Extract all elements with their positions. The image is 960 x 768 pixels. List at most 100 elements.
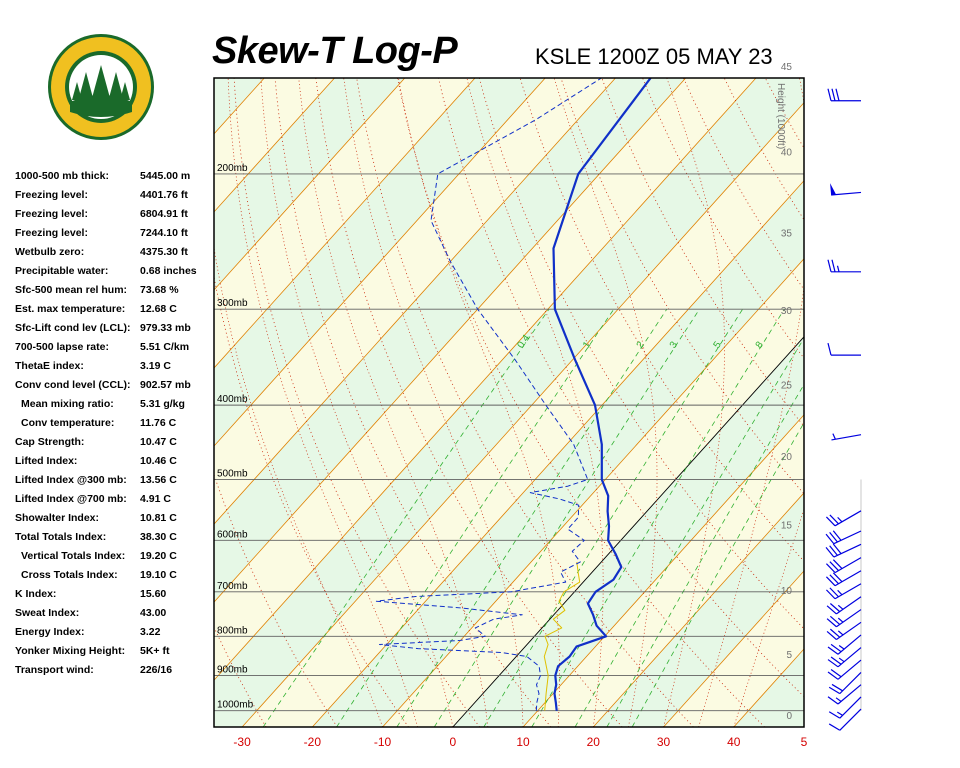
pressure-label: 700mb [217,581,248,592]
index-row: Freezing level: 4401.76 ft [15,189,215,208]
isotherm-line [663,570,804,727]
index-label: Sfc-500 mean rel hum: [15,284,128,296]
height-tick-label: 0 [786,711,792,722]
index-row: K Index: 15.60 [15,588,215,607]
index-row: Conv cond level (CCL): 902.57 mb [15,379,215,398]
index-label: Freezing level: [15,189,88,201]
plot-border [213,77,805,728]
wind-barb [828,696,862,719]
index-row: Mean mixing ratio: 5.31 g/kg [15,398,215,417]
temperature-tick-label: -10 [374,735,392,749]
index-row: 700-500 lapse rate: 5.51 C/km [15,341,215,360]
index-label: Wetbulb zero: [15,246,85,258]
index-value: 12.68 C [140,303,177,315]
index-row: Vertical Totals Index: 19.20 C [15,550,215,569]
index-label: Cross Totals Index: [21,569,118,581]
index-row: Cap Strength: 10.47 C [15,436,215,455]
index-row: Sweat Index: 43.00 [15,607,215,626]
temperature-tick-label: 0 [449,735,456,749]
wind-barb [825,530,862,545]
wind-barb [828,708,862,731]
index-label: Est. max temperature: [15,303,126,315]
index-value: 43.00 [140,607,167,619]
index-row: Precipitable water: 0.68 inches [15,265,215,284]
isotherm-line [214,78,616,525]
isotherm-band [804,78,960,727]
index-value: 4375.30 ft [140,246,188,258]
wind-barb [827,647,862,668]
isotherm-band [0,78,194,727]
index-label: Cap Strength: [15,436,85,448]
index-row: Lifted Index @700 mb: 4.91 C [15,493,215,512]
index-label: Vertical Totals Index: [21,550,126,562]
height-tick-label: 5 [786,650,792,661]
index-label: Sweat Index: [15,607,80,619]
index-label: ThetaE index: [15,360,84,372]
dry-adiabat-line [888,78,960,727]
index-value: 19.10 C [140,569,177,581]
wind-barb [825,583,862,600]
wind-barbs [825,88,862,731]
index-value: 902.57 mb [140,379,191,391]
temperature-tick-label: 30 [657,735,671,749]
isotherm-line [522,414,804,727]
mixing-ratio-label: 1 [581,339,593,350]
isotherm-line [214,78,546,447]
pressure-label: 1000mb [217,700,254,711]
isotherm-line [241,102,804,727]
index-value: 0.68 inches [140,265,197,277]
index-value: 3.22 [140,626,161,638]
index-row: Total Totals Index: 38.30 C [15,531,215,550]
mixing-ratio-line [483,308,743,727]
dry-adiabat-line [929,78,960,727]
index-value: 38.30 C [140,531,177,543]
index-row: Conv temperature: 11.76 C [15,417,215,436]
station-datetime: KSLE 1200Z 05 MAY 23 [535,44,773,69]
index-value: 979.33 mb [140,322,191,334]
index-row: 1000-500 mb thick: 5445.00 m [15,170,215,189]
wind-barb [825,570,862,587]
wind-barb [827,259,861,273]
index-value: 10.81 C [140,512,177,524]
index-label: Lifted Index: [15,455,78,467]
index-row: Freezing level: 6804.91 ft [15,208,215,227]
stability-indices-panel: 1000-500 mb thick: 5445.00 m Freezing leve… [15,170,215,683]
index-value: 73.68 % [140,284,179,296]
height-tick-label: 15 [781,520,793,531]
index-label: Total Totals Index: [15,531,107,543]
wind-barb [830,183,862,196]
index-value: 5.51 C/km [140,341,190,353]
wetbulb-profile-line [543,561,581,711]
wind-barb [826,609,862,628]
index-row: Lifted Index: 10.46 C [15,455,215,474]
index-row: Est. max temperature: 12.68 C [15,303,215,322]
height-tick-label: 35 [781,229,793,240]
isotherm-line [0,78,194,727]
wind-barb [827,634,862,655]
height-axis-label: Height (1000ft) [775,83,786,149]
index-row: Cross Totals Index: 19.10 C [15,569,215,588]
wind-barb [827,684,862,705]
index-row: Sfc-Lift cond lev (LCL): 979.33 mb [15,322,215,341]
mixing-ratio-label: 8 [754,339,766,350]
mixing-ratio-line [433,308,700,727]
height-tick-label: 30 [781,306,793,317]
isotherm-line [214,78,335,213]
isotherm-line [0,78,124,727]
pressure-label: 500mb [217,469,248,480]
mixing-ratio-line [606,383,804,727]
index-value: 7244.10 ft [140,227,188,239]
index-row: Sfc-500 mean rel hum: 73.68 % [15,284,215,303]
pressure-label: 400mb [217,394,248,405]
index-row: Energy Index: 3.22 [15,626,215,645]
isotherm-line [214,78,406,291]
mixing-ratio-line [262,308,550,727]
index-label: Conv temperature: [21,417,115,429]
mixing-ratio-line [396,308,668,727]
isotherm-line [592,492,804,727]
index-label: Freezing level: [15,227,88,239]
mixing-ratio-line [631,421,804,727]
wind-barb [826,621,862,641]
index-value: 5.31 g/kg [140,398,185,410]
